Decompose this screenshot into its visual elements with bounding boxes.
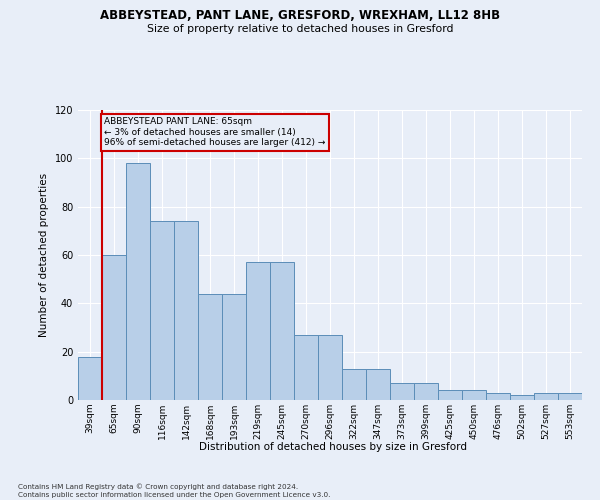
Bar [414, 383, 438, 400]
Bar [318, 335, 342, 400]
Bar [270, 262, 294, 400]
Bar [174, 221, 198, 400]
Bar [246, 262, 270, 400]
Bar [390, 383, 414, 400]
Bar [150, 221, 174, 400]
Text: ABBEYSTEAD PANT LANE: 65sqm
← 3% of detached houses are smaller (14)
96% of semi: ABBEYSTEAD PANT LANE: 65sqm ← 3% of deta… [104, 117, 326, 147]
Bar [126, 163, 150, 400]
Y-axis label: Number of detached properties: Number of detached properties [39, 173, 49, 337]
Text: Distribution of detached houses by size in Gresford: Distribution of detached houses by size … [199, 442, 467, 452]
Bar [222, 294, 246, 400]
Text: Contains HM Land Registry data © Crown copyright and database right 2024.
Contai: Contains HM Land Registry data © Crown c… [18, 484, 331, 498]
Bar [462, 390, 486, 400]
Bar [486, 393, 510, 400]
Bar [198, 294, 222, 400]
Bar [294, 335, 318, 400]
Bar [78, 356, 102, 400]
Text: Size of property relative to detached houses in Gresford: Size of property relative to detached ho… [147, 24, 453, 34]
Bar [510, 395, 534, 400]
Bar [534, 393, 558, 400]
Bar [102, 255, 126, 400]
Bar [342, 368, 366, 400]
Bar [558, 393, 582, 400]
Bar [438, 390, 462, 400]
Bar [366, 368, 390, 400]
Text: ABBEYSTEAD, PANT LANE, GRESFORD, WREXHAM, LL12 8HB: ABBEYSTEAD, PANT LANE, GRESFORD, WREXHAM… [100, 9, 500, 22]
